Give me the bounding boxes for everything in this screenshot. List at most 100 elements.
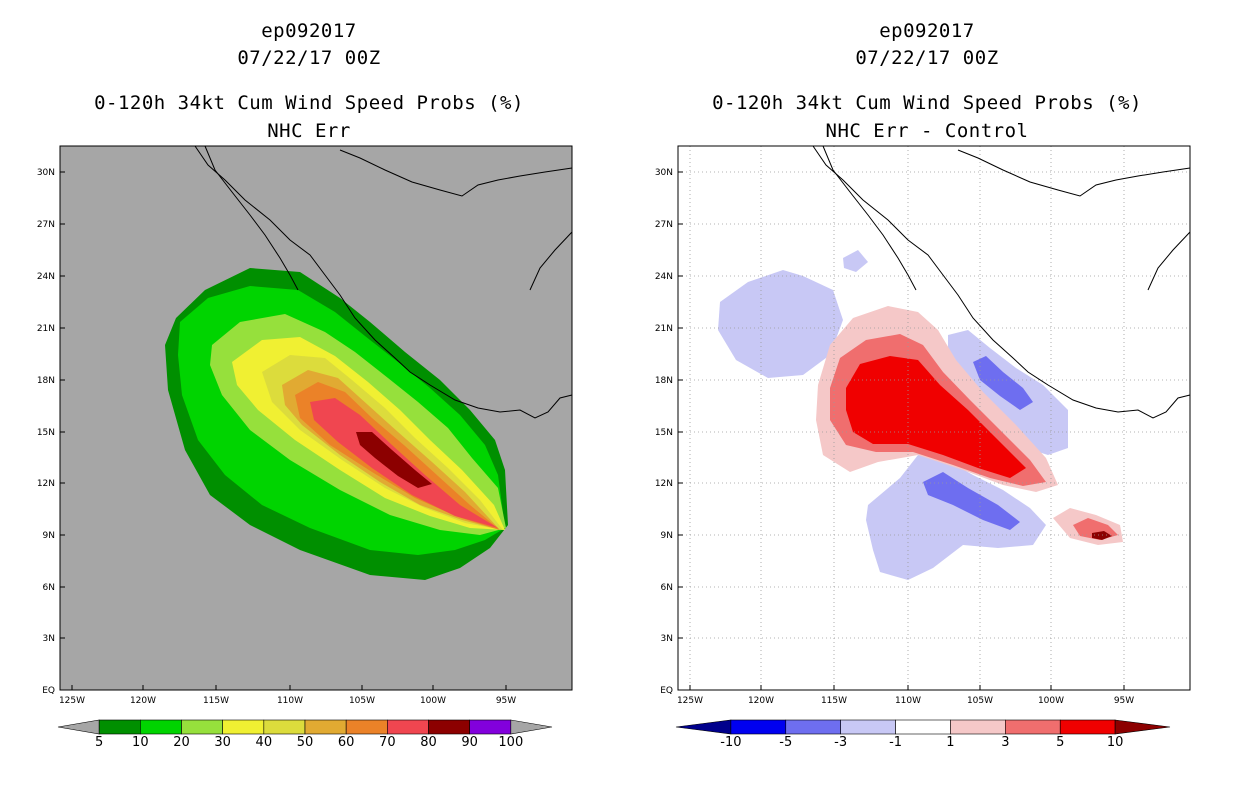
- lat-label: 9N: [43, 531, 55, 541]
- lat-label: EQ: [660, 686, 673, 696]
- diff-neg-3-coast: [973, 356, 1033, 410]
- lon-label: 115W: [821, 696, 847, 706]
- lat-label: 18N: [37, 376, 55, 386]
- lon-label: 110W: [277, 696, 303, 706]
- colorbar-label: 5: [1056, 735, 1064, 750]
- diff-pos-5: [846, 356, 1026, 478]
- colorbar-box: [1005, 719, 1061, 735]
- lat-label: 27N: [37, 220, 55, 230]
- colorbar-label: 50: [297, 735, 314, 750]
- lon-label: 100W: [1038, 696, 1064, 706]
- colorbar-label: 1: [946, 735, 954, 750]
- product-title: 0-120h 34kt Cum Wind Speed Probs (%): [712, 92, 1142, 114]
- colorbar-label: 100: [498, 735, 523, 750]
- colorbar-label: -3: [834, 735, 847, 750]
- colorbar-box: [950, 719, 1006, 735]
- lat-label: 3N: [43, 634, 55, 644]
- right-panel: ep092017 07/22/17 00Z 0-120h 34kt Cum Wi…: [618, 0, 1236, 800]
- lat-label: 12N: [655, 479, 673, 489]
- colorbar-label: 70: [379, 735, 396, 750]
- colorbar-triangle: [1114, 719, 1171, 735]
- colorbar-box: [730, 719, 787, 735]
- colorbar-label: 10: [132, 735, 149, 750]
- storm-id: ep092017: [879, 20, 975, 42]
- lon-label: 100W: [420, 696, 446, 706]
- colorbar-label: 3: [1001, 735, 1009, 750]
- colorbar-box: [345, 719, 388, 735]
- lon-label: 120W: [130, 696, 156, 706]
- colorbar-label: -5: [779, 735, 792, 750]
- contour-90: [356, 432, 432, 488]
- colorbar-box: [304, 719, 347, 735]
- diff-neg-3-south: [923, 472, 1020, 530]
- colorbar-triangle: [675, 719, 732, 735]
- colorbar-label: 90: [461, 735, 478, 750]
- colorbar-label: 60: [338, 735, 355, 750]
- colorbar-box: [263, 719, 306, 735]
- colorbar-box: [387, 719, 429, 735]
- diff-neg-1-west: [718, 270, 843, 378]
- colorbar-label: 10: [1107, 735, 1124, 750]
- colorbar-label: 5: [95, 735, 103, 750]
- colorbar-label: 30: [214, 735, 231, 750]
- lat-label: 21N: [37, 324, 55, 334]
- colorbar-box: [840, 719, 896, 735]
- lat-label: 6N: [43, 583, 55, 593]
- left-panel: ep092017 07/22/17 00Z 0-120h 34kt Cum Wi…: [37, 20, 573, 750]
- panel-subtitle: NHC Err: [267, 120, 351, 142]
- lat-label: 30N: [37, 168, 55, 178]
- colorbar-triangle: [510, 719, 553, 735]
- left-map: EQ 3N 6N 9N 12N 15N 18N 21N 24N 27N 30N 125W 120W 115…: [37, 145, 573, 750]
- lat-label: EQ: [42, 686, 55, 696]
- colorbar-box: [1059, 719, 1116, 735]
- product-title: 0-120h 34kt Cum Wind Speed Probs (%): [94, 92, 524, 114]
- valid-time: 07/22/17 00Z: [855, 47, 999, 69]
- lat-label: 12N: [37, 479, 55, 489]
- coastline: [812, 145, 1191, 419]
- lat-label: 24N: [37, 272, 55, 282]
- colorbar-triangle: [57, 719, 100, 735]
- map-frame: [59, 145, 573, 691]
- colorbar-label: 20: [173, 735, 190, 750]
- panel-subtitle: NHC Err - Control: [825, 120, 1029, 142]
- lat-label: 9N: [661, 531, 673, 541]
- diff-neg-1-small: [843, 250, 868, 272]
- lon-label: 105W: [349, 696, 375, 706]
- lat-label: 24N: [655, 272, 673, 282]
- coastline: [194, 145, 573, 419]
- colorbar-box: [140, 719, 182, 735]
- lat-label: 3N: [661, 634, 673, 644]
- colorbar-label: 80: [420, 735, 437, 750]
- map-frame: [677, 145, 1191, 691]
- lat-label: 18N: [655, 376, 673, 386]
- graticule: [678, 146, 1190, 690]
- lon-label: 125W: [677, 696, 703, 706]
- colorbar-box: [428, 719, 470, 735]
- lat-label: 21N: [655, 324, 673, 334]
- lat-label: 30N: [655, 168, 673, 178]
- lon-label: 125W: [59, 696, 85, 706]
- colorbar-box: [895, 719, 951, 735]
- diff-pos-10: [1092, 531, 1112, 540]
- lat-label: 27N: [655, 220, 673, 230]
- lat-label: 15N: [37, 428, 55, 438]
- colorbar-label: 40: [256, 735, 273, 750]
- valid-time: 07/22/17 00Z: [237, 47, 381, 69]
- diff-neg-1-south: [866, 455, 1046, 580]
- lon-label: 105W: [967, 696, 993, 706]
- colorbar-box: [222, 719, 265, 735]
- right-map: EQ 3N 6N 9N 12N 15N 18N 21N 24N 27N 30N 125W 120W 115…: [655, 145, 1191, 750]
- colorbar-box: [785, 719, 841, 735]
- lon-label: 110W: [895, 696, 921, 706]
- colorbar-label: -1: [889, 735, 902, 750]
- colorbar-label: -10: [720, 735, 741, 750]
- colorbar-box: [181, 719, 223, 735]
- colorbar-box: [469, 719, 512, 735]
- lon-label: 95W: [1114, 696, 1134, 706]
- lon-label: 95W: [496, 696, 516, 706]
- lon-label: 115W: [203, 696, 229, 706]
- lon-label: 120W: [748, 696, 774, 706]
- colorbar-box: [98, 719, 141, 735]
- lat-label: 6N: [661, 583, 673, 593]
- storm-id: ep092017: [261, 20, 357, 42]
